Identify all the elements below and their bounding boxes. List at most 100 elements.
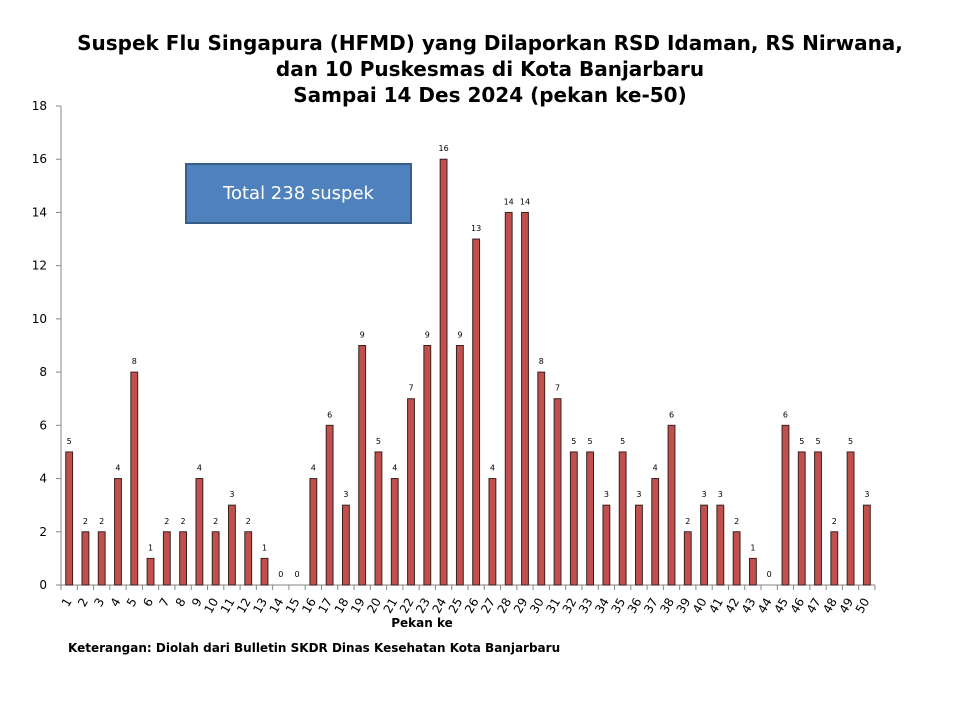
title-line-2: dan 10 Puskesmas di Kota Banjarbaru xyxy=(275,57,705,81)
data-label-week-37: 4 xyxy=(653,464,658,473)
x-tick-label-32: 32 xyxy=(560,596,580,616)
x-tick-label-24: 24 xyxy=(429,596,449,616)
total-suspect-box: Total 238 suspek xyxy=(185,163,412,224)
y-tick-label: 16 xyxy=(32,152,47,166)
data-label-week-39: 2 xyxy=(685,517,690,526)
y-tick-label: 18 xyxy=(32,99,47,113)
x-tick-label-34: 34 xyxy=(592,596,612,616)
title-line-1: Suspek Flu Singapura (HFMD) yang Dilapor… xyxy=(77,31,903,55)
bar-week-6 xyxy=(146,557,155,586)
bar-week-1 xyxy=(65,451,74,586)
bar-week-9 xyxy=(195,478,204,586)
y-tick-label: 4 xyxy=(39,472,47,486)
data-label-week-7: 2 xyxy=(164,517,169,526)
data-label-week-9: 4 xyxy=(197,464,202,473)
data-label-week-27: 4 xyxy=(490,464,495,473)
bar-week-32 xyxy=(569,451,578,586)
data-label-week-4: 4 xyxy=(115,464,120,473)
data-label-week-42: 2 xyxy=(734,517,739,526)
y-tick-label: 12 xyxy=(32,259,47,273)
data-label-week-11: 3 xyxy=(229,490,234,499)
x-tick-label-48: 48 xyxy=(820,596,840,616)
data-label-week-33: 5 xyxy=(588,437,593,446)
data-label-week-21: 4 xyxy=(392,464,397,473)
data-label-week-12: 2 xyxy=(246,517,251,526)
x-axis-title: Pekan ke xyxy=(391,616,453,630)
y-tick-label: 2 xyxy=(39,525,47,539)
bar-week-22 xyxy=(407,398,415,586)
data-label-week-48: 2 xyxy=(832,517,837,526)
bar-week-48 xyxy=(830,531,839,586)
x-tick-label-15: 15 xyxy=(283,596,303,616)
data-label-week-26: 13 xyxy=(471,224,481,233)
x-tick-label-17: 17 xyxy=(315,596,335,616)
chart-title: Suspek Flu Singapura (HFMD) yang Dilapor… xyxy=(0,30,960,108)
x-tick-label-8: 8 xyxy=(173,596,189,610)
bar-week-29 xyxy=(521,211,529,586)
x-tick-label-2: 2 xyxy=(75,596,91,610)
x-tick-label-22: 22 xyxy=(397,596,417,616)
data-label-week-6: 1 xyxy=(148,543,153,552)
x-tick-label-33: 33 xyxy=(576,596,596,616)
data-label-week-1: 5 xyxy=(67,437,72,446)
y-tick-label: 10 xyxy=(32,312,47,326)
x-tick-label-5: 5 xyxy=(124,596,140,610)
bar-week-37 xyxy=(651,478,660,586)
bar-week-12 xyxy=(244,531,253,586)
x-tick-label-35: 35 xyxy=(608,596,628,616)
x-tick-label-38: 38 xyxy=(657,596,677,616)
bar-week-19 xyxy=(358,345,367,586)
x-tick-label-21: 21 xyxy=(381,596,401,616)
x-tick-label-29: 29 xyxy=(511,596,531,616)
x-tick-label-41: 41 xyxy=(706,596,726,616)
data-label-week-45: 6 xyxy=(783,410,788,419)
bar-week-46 xyxy=(797,451,806,586)
bar-week-34 xyxy=(602,504,611,586)
x-tick-label-4: 4 xyxy=(108,596,124,610)
x-tick-label-18: 18 xyxy=(332,596,352,616)
bar-week-45 xyxy=(781,424,790,586)
x-tick-label-12: 12 xyxy=(234,596,254,616)
data-label-week-15: 0 xyxy=(295,570,300,579)
data-label-week-49: 5 xyxy=(848,437,853,446)
data-label-week-19: 9 xyxy=(360,331,365,340)
x-tick-label-49: 49 xyxy=(836,596,856,616)
bar-week-42 xyxy=(732,531,741,586)
data-label-week-47: 5 xyxy=(815,437,820,446)
x-tick-label-40: 40 xyxy=(690,596,710,616)
bar-week-36 xyxy=(635,504,643,586)
bar-week-39 xyxy=(683,531,692,586)
x-tick-label-30: 30 xyxy=(527,596,547,616)
title-line-3: Sampai 14 Des 2024 (pekan ke-50) xyxy=(293,83,687,107)
x-tick-label-36: 36 xyxy=(625,596,645,616)
bar-week-7 xyxy=(162,531,171,586)
data-label-week-3: 2 xyxy=(99,517,104,526)
y-tick-label: 6 xyxy=(39,418,47,432)
x-tick-label-43: 43 xyxy=(739,596,759,616)
data-label-week-25: 9 xyxy=(457,331,462,340)
data-label-week-28: 14 xyxy=(504,197,514,206)
bar-week-30 xyxy=(537,371,546,586)
bar-week-28 xyxy=(504,211,513,586)
data-label-week-38: 6 xyxy=(669,410,674,419)
data-label-week-22: 7 xyxy=(408,384,413,393)
bar-week-21 xyxy=(390,478,399,586)
x-tick-label-27: 27 xyxy=(478,596,498,616)
bar-week-24 xyxy=(439,158,448,586)
x-tick-label-19: 19 xyxy=(348,596,368,616)
data-label-week-40: 3 xyxy=(702,490,707,499)
data-label-week-23: 9 xyxy=(425,331,430,340)
bar-week-16 xyxy=(309,478,318,586)
bar-week-41 xyxy=(716,504,725,586)
x-tick-label-37: 37 xyxy=(641,596,661,616)
x-tick-label-3: 3 xyxy=(91,596,107,610)
data-label-week-13: 1 xyxy=(262,543,267,552)
bar-week-40 xyxy=(700,504,708,586)
data-label-week-24: 16 xyxy=(438,144,448,153)
x-tick-label-16: 16 xyxy=(299,596,319,616)
data-label-week-8: 2 xyxy=(181,517,186,526)
data-label-week-41: 3 xyxy=(718,490,723,499)
x-tick-label-11: 11 xyxy=(218,596,238,616)
x-tick-label-14: 14 xyxy=(267,596,287,616)
